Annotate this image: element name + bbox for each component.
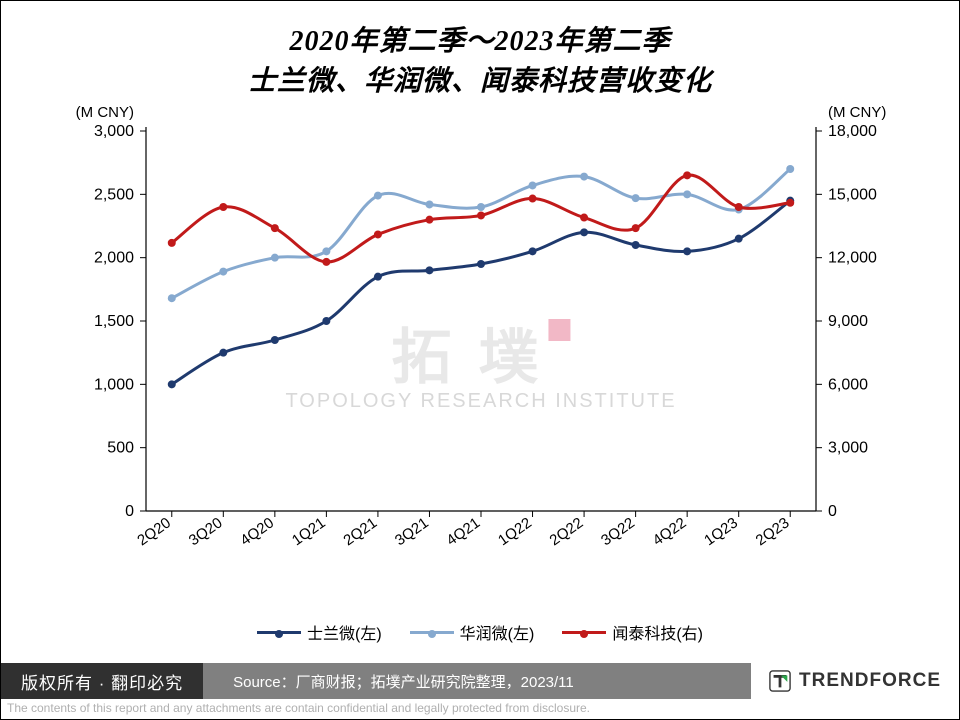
footer: 版权所有 · 翻印必究 Source：厂商财报；拓墣产业研究院整理，2023/1… <box>1 663 959 719</box>
source-text: Source：厂商财报；拓墣产业研究院整理，2023/11 <box>203 663 751 699</box>
svg-text:18,000: 18,000 <box>828 123 877 140</box>
legend-label: 士兰微(左) <box>307 620 382 644</box>
footer-bar: 版权所有 · 翻印必究 Source：厂商财报；拓墣产业研究院整理，2023/1… <box>1 663 959 699</box>
page: 2020年第二季～2023年第二季 士兰微、华润微、闻泰科技营收变化 拓 墣 T… <box>0 0 960 720</box>
chart-area: 拓 墣 TOPOLOGY RESEARCH INSTITUTE 05001,00… <box>51 101 911 621</box>
svg-text:4Q22: 4Q22 <box>650 514 690 549</box>
svg-text:3Q20: 3Q20 <box>186 514 226 549</box>
svg-text:1Q21: 1Q21 <box>289 514 329 549</box>
disclaimer-text: The contents of this report and any atta… <box>1 699 959 719</box>
line-chart-svg: 0 500 1,000 1,500 2,000 2,500 3,000 (M CNY) 0 3,0… <box>51 101 911 621</box>
svg-text:9,000: 9,000 <box>828 313 868 330</box>
title-line-1: 2020年第二季～2023年第二季 <box>1 19 959 59</box>
chart-title: 2020年第二季～2023年第二季 士兰微、华润微、闻泰科技营收变化 <box>1 1 959 99</box>
svg-text:(M CNY): (M CNY) <box>76 104 134 121</box>
trendforce-icon <box>769 670 791 692</box>
svg-text:500: 500 <box>107 440 134 457</box>
svg-text:1Q23: 1Q23 <box>701 514 741 549</box>
svg-text:3Q22: 3Q22 <box>598 514 638 549</box>
svg-text:4Q21: 4Q21 <box>443 514 483 549</box>
svg-text:1,500: 1,500 <box>94 313 134 330</box>
svg-text:2,500: 2,500 <box>94 186 134 203</box>
legend-item: 闻泰科技(右) <box>562 620 703 644</box>
svg-text:(M CNY): (M CNY) <box>828 104 886 121</box>
svg-text:2Q21: 2Q21 <box>340 514 380 549</box>
legend-item: 士兰微(左) <box>257 620 382 644</box>
svg-text:0: 0 <box>125 503 134 520</box>
svg-text:6,000: 6,000 <box>828 376 868 393</box>
legend-swatch <box>562 631 606 634</box>
svg-text:3,000: 3,000 <box>94 123 134 140</box>
series-line <box>172 169 790 298</box>
copyright-badge: 版权所有 · 翻印必究 <box>1 663 203 699</box>
legend-item: 华润微(左) <box>410 620 535 644</box>
title-line-2: 士兰微、华润微、闻泰科技营收变化 <box>1 59 959 99</box>
svg-text:3Q21: 3Q21 <box>392 514 432 549</box>
svg-text:0: 0 <box>828 503 837 520</box>
svg-text:15,000: 15,000 <box>828 186 877 203</box>
svg-text:12,000: 12,000 <box>828 250 877 267</box>
legend: 士兰微(左) 华润微(左) 闻泰科技(右) <box>1 620 959 644</box>
brand-text: TRENDFORCE <box>799 670 941 692</box>
svg-text:2Q23: 2Q23 <box>753 514 793 549</box>
svg-text:3,000: 3,000 <box>828 440 868 457</box>
legend-label: 闻泰科技(右) <box>612 620 703 644</box>
legend-swatch <box>257 631 301 634</box>
series-line <box>172 201 790 385</box>
brand-logo-block: TRENDFORCE <box>751 663 959 699</box>
legend-label: 华润微(左) <box>460 620 535 644</box>
svg-text:2,000: 2,000 <box>94 250 134 267</box>
svg-text:1Q22: 1Q22 <box>495 514 535 549</box>
legend-swatch <box>410 631 454 634</box>
svg-text:4Q20: 4Q20 <box>237 514 277 549</box>
svg-text:1,000: 1,000 <box>94 376 134 393</box>
svg-text:2Q20: 2Q20 <box>134 514 174 549</box>
svg-text:2Q22: 2Q22 <box>547 514 587 549</box>
